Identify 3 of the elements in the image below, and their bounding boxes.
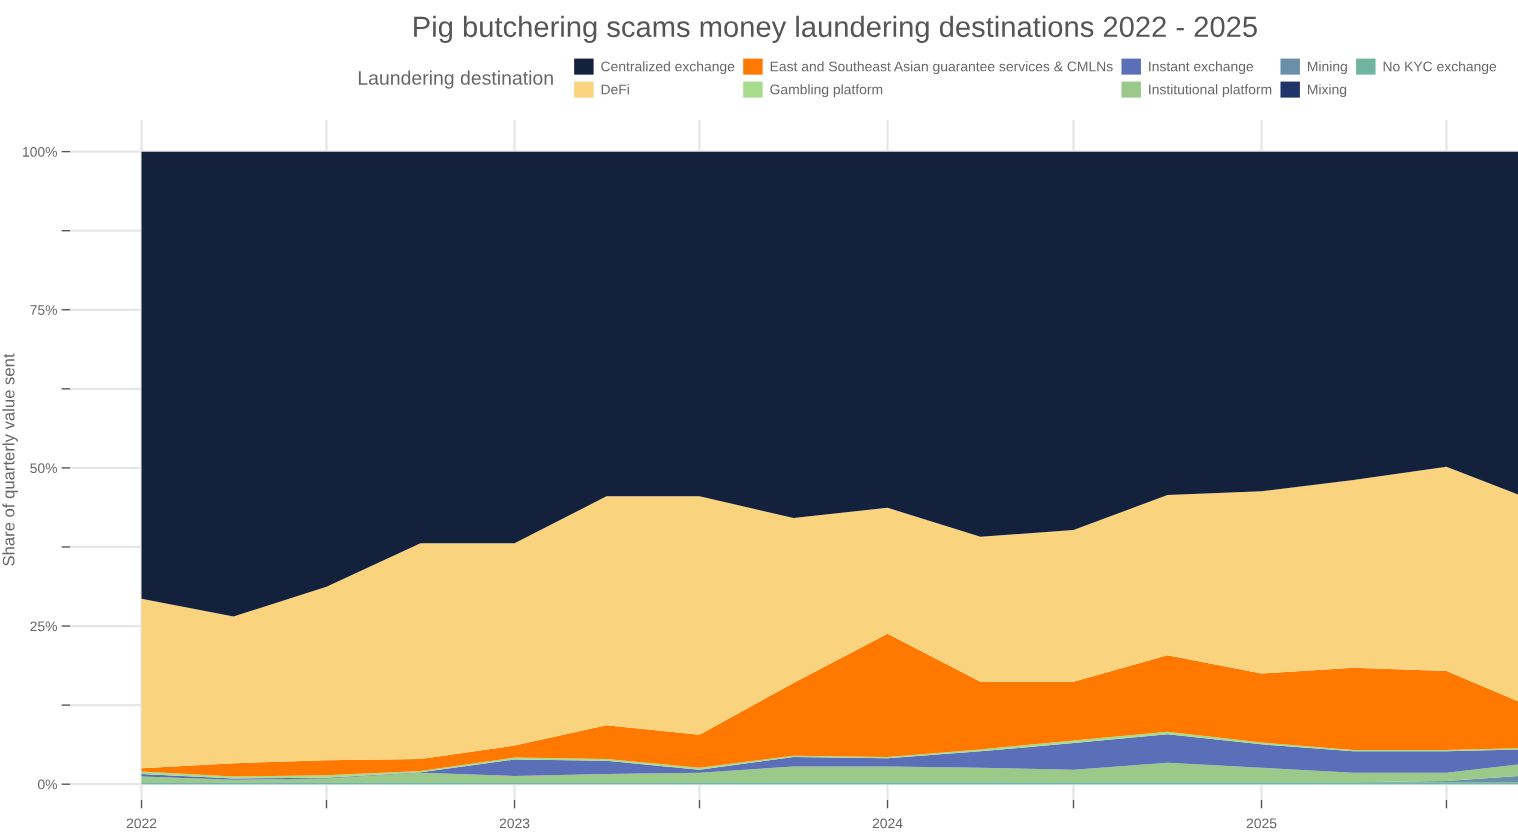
chart-title: Pig butchering scams money laundering destinations 2022 - 2025 <box>414 15 1257 43</box>
legend-title: Laundering destination <box>358 70 553 89</box>
y-axis-title: Share of quarterly value sent <box>2 353 18 566</box>
